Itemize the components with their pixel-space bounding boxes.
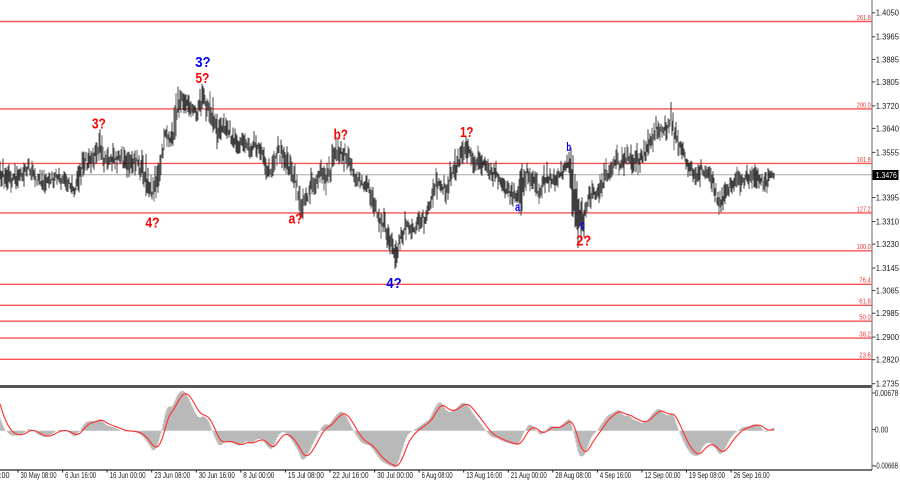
svg-text:1?: 1? [460, 124, 474, 141]
svg-text:8 Jul 00:00: 8 Jul 00:00 [243, 471, 275, 480]
svg-text:1.2900: 1.2900 [876, 333, 900, 342]
svg-text:1.3640: 1.3640 [876, 124, 900, 133]
svg-text:200.0: 200.0 [857, 102, 871, 109]
svg-text:4?: 4? [386, 275, 401, 292]
svg-text:21 Aug 00:00: 21 Aug 00:00 [511, 471, 548, 480]
svg-text:0.00678: 0.00678 [875, 389, 899, 398]
svg-text:161.8: 161.8 [857, 157, 871, 164]
svg-text:30 Jul 00:00: 30 Jul 00:00 [377, 471, 414, 480]
svg-text:6 Aug 08:00: 6 Aug 08:00 [422, 471, 453, 480]
svg-text:b?: b? [334, 127, 348, 144]
svg-text:16 Jun 00:00: 16 Jun 00:00 [110, 471, 147, 480]
svg-text:5?: 5? [196, 70, 210, 87]
svg-text:76.4: 76.4 [859, 278, 871, 285]
svg-text:0:00: 0:00 [0, 471, 10, 480]
svg-text:30 May 08:00: 30 May 08:00 [21, 471, 58, 480]
svg-text:38.2: 38.2 [859, 332, 871, 339]
svg-text:4 Sep 16:00: 4 Sep 16:00 [600, 471, 631, 480]
svg-text:b: b [566, 140, 571, 154]
svg-text:1.3885: 1.3885 [876, 55, 900, 64]
svg-text:1.3720: 1.3720 [876, 102, 900, 111]
svg-text:12 Sep 00:00: 12 Sep 00:00 [645, 471, 682, 480]
svg-text:22 Jul 16:00: 22 Jul 16:00 [333, 471, 370, 480]
svg-text:127.2: 127.2 [857, 206, 871, 213]
svg-text:1.3555: 1.3555 [876, 148, 900, 157]
svg-text:1.3065: 1.3065 [876, 286, 900, 295]
svg-text:50.0: 50.0 [859, 315, 871, 322]
svg-text:4?: 4? [145, 215, 159, 232]
svg-text:100.0: 100.0 [857, 244, 871, 251]
svg-text:1.3230: 1.3230 [876, 240, 900, 249]
svg-text:30 Jun 16:00: 30 Jun 16:00 [199, 471, 236, 480]
svg-text:19 Sep 08:00: 19 Sep 08:00 [689, 471, 726, 480]
svg-text:13 Aug 16:00: 13 Aug 16:00 [466, 471, 503, 480]
svg-text:3?: 3? [195, 54, 210, 71]
svg-text:1.3145: 1.3145 [876, 264, 900, 273]
svg-text:3?: 3? [92, 116, 106, 133]
svg-text:28 Aug 08:00: 28 Aug 08:00 [555, 471, 592, 480]
svg-text:2?: 2? [576, 232, 591, 249]
svg-text:23.6: 23.6 [859, 353, 871, 360]
svg-text:23 Jun 08:00: 23 Jun 08:00 [154, 471, 191, 480]
svg-text:a: a [515, 200, 520, 214]
svg-text:1.2820: 1.2820 [876, 356, 900, 365]
svg-text:26 Sep 16:00: 26 Sep 16:00 [734, 471, 771, 480]
svg-text:1.2735: 1.2735 [876, 380, 900, 389]
svg-text:15 Jul 08:00: 15 Jul 08:00 [288, 471, 325, 480]
svg-text:6 Jun 16:00: 6 Jun 16:00 [65, 471, 96, 480]
svg-text:1.3476: 1.3476 [876, 171, 897, 180]
svg-text:1.2985: 1.2985 [876, 309, 900, 318]
svg-text:61.8: 61.8 [859, 299, 871, 306]
svg-text:0.00: 0.00 [875, 425, 889, 434]
svg-text:1.3805: 1.3805 [876, 78, 900, 87]
svg-text:-0.00668: -0.00668 [874, 462, 898, 471]
svg-text:1.4050: 1.4050 [876, 9, 900, 18]
svg-text:1.3965: 1.3965 [876, 33, 900, 42]
svg-text:1.3310: 1.3310 [876, 217, 900, 226]
svg-text:261.8: 261.8 [857, 15, 871, 22]
svg-text:c: c [580, 218, 585, 232]
svg-text:a?: a? [288, 210, 302, 227]
svg-text:1.3395: 1.3395 [876, 193, 900, 202]
